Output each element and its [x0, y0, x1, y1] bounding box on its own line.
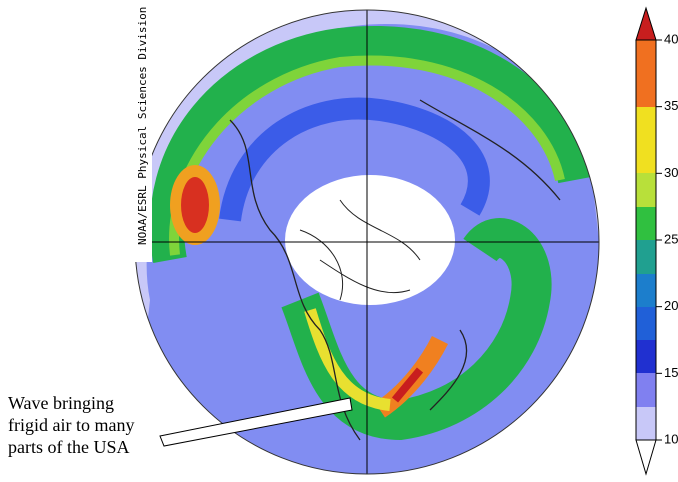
annotation-line: Wave bringing	[8, 393, 114, 413]
coastline	[299, 199, 421, 301]
colorbar-tick-label: 10	[664, 431, 678, 446]
colorbar-band	[636, 107, 656, 173]
colorbar-band	[636, 274, 656, 307]
jet-core	[391, 367, 424, 403]
annotation-line: frigid air to many	[8, 415, 134, 435]
calm-region	[285, 175, 455, 305]
wind-band	[219, 97, 490, 222]
wind-maximum	[181, 177, 209, 233]
colorbar-band	[636, 307, 656, 340]
colorbar	[635, 6, 657, 476]
colorbar-band	[636, 407, 656, 440]
colorbar-tick-label: 15	[664, 365, 678, 380]
colorbar-band	[636, 207, 656, 240]
annotation-arrow	[159, 397, 353, 447]
colorbar-tick-label: 20	[664, 298, 678, 313]
credit: NOAA/ESRL Physical Sciences Division	[136, 7, 149, 245]
colorbar-extend	[635, 6, 657, 41]
colorbar-band	[636, 240, 656, 274]
annotation-line: parts of the USA	[8, 437, 129, 457]
colorbar-tick-label: 40	[664, 31, 678, 46]
coastline	[229, 99, 561, 441]
colorbar-tick-label: 35	[664, 98, 678, 113]
colorbar-band	[636, 373, 656, 407]
colorbar-tick-label: 25	[664, 231, 678, 246]
credit-background	[132, 8, 152, 262]
colorbar-band	[636, 173, 656, 207]
colorbar-tick-label: 30	[664, 165, 678, 180]
wind-speed-map	[135, 10, 599, 474]
colorbar-band	[636, 340, 656, 373]
jet-stream	[281, 218, 552, 441]
colorbar-band	[636, 40, 656, 107]
jet-stream	[149, 26, 592, 264]
colorbar-extend	[635, 439, 657, 476]
jet-core	[304, 308, 391, 411]
